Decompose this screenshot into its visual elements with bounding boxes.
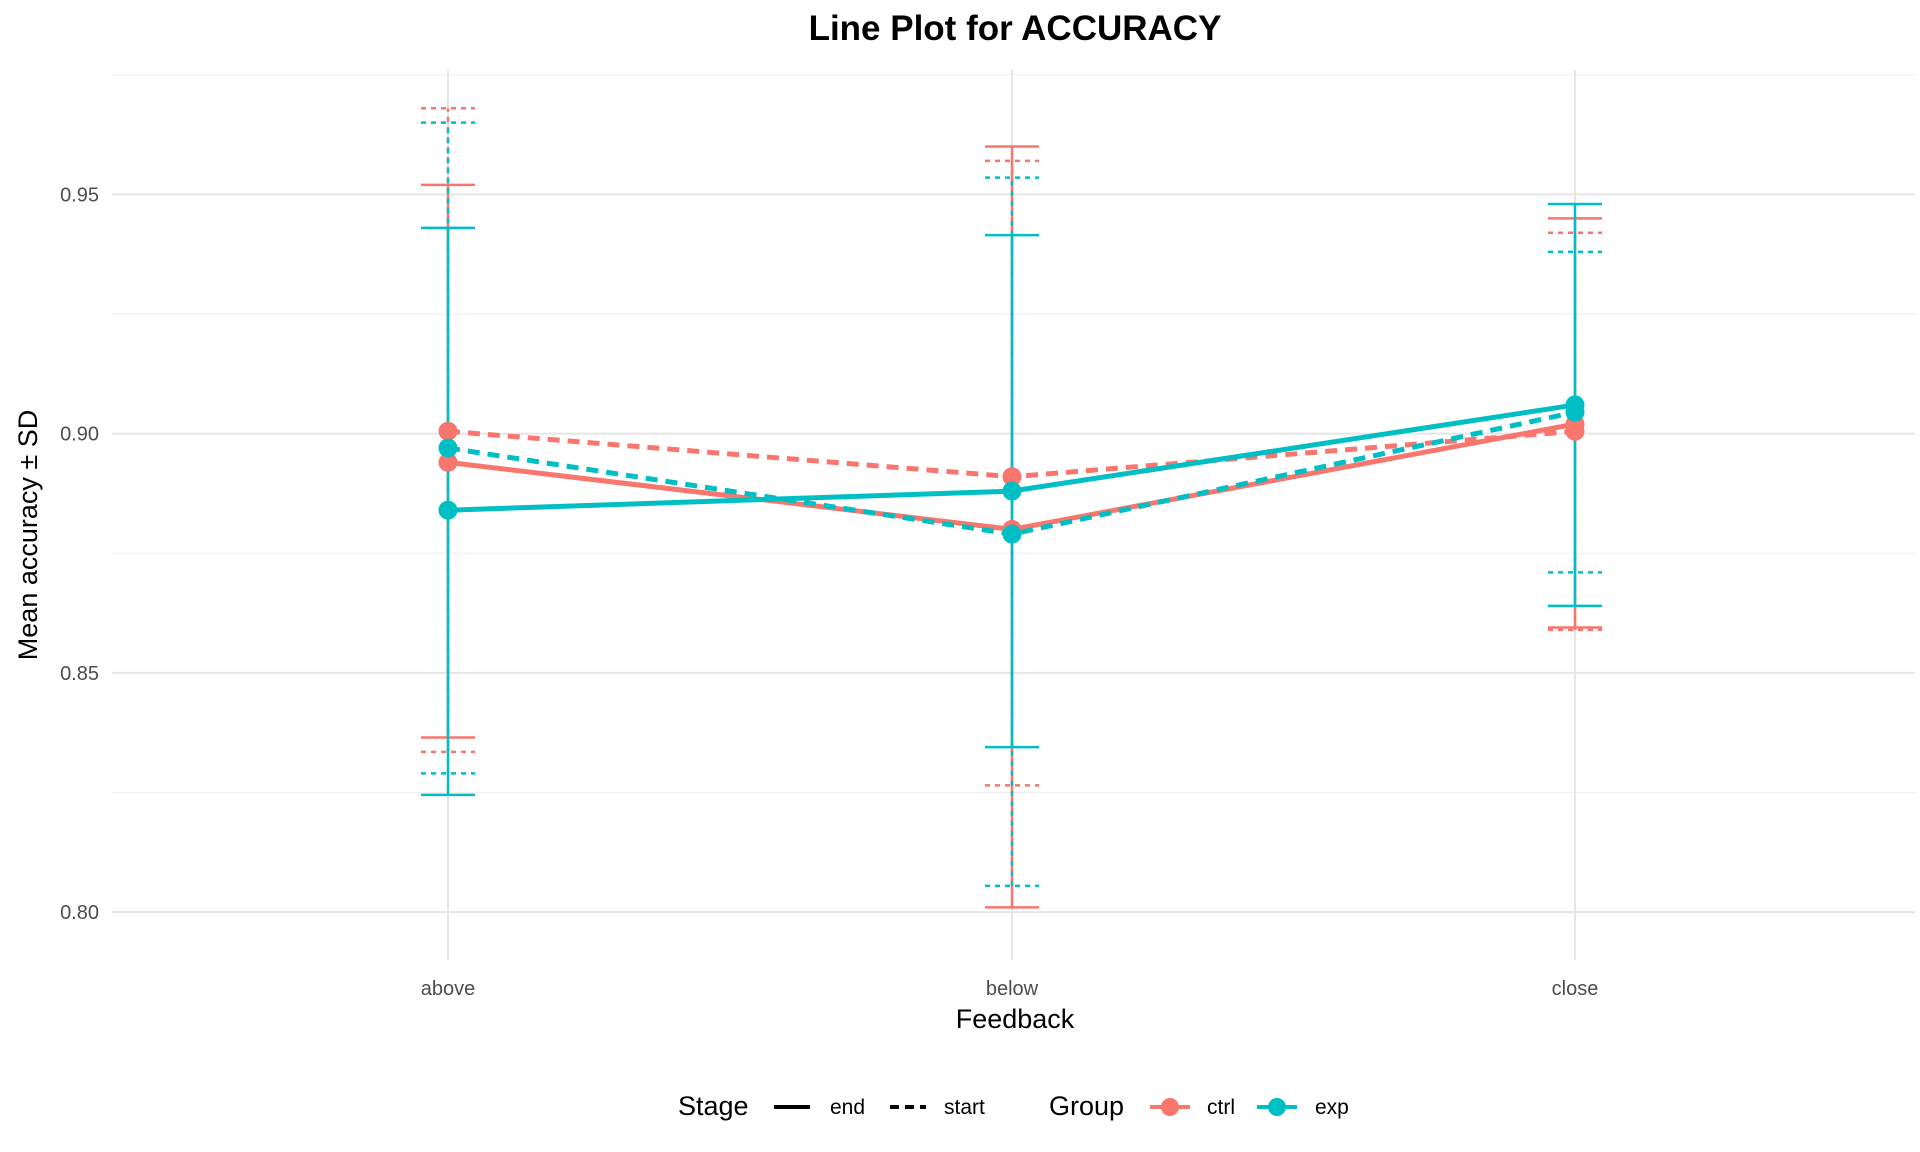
y-tick-label: 0.80 bbox=[60, 902, 99, 924]
legend-stage-title: Stage bbox=[678, 1091, 749, 1121]
data-point bbox=[1002, 467, 1022, 487]
x-tick-label: above bbox=[421, 978, 476, 1000]
legend-exp-label: exp bbox=[1315, 1096, 1349, 1119]
x-axis-label: Feedback bbox=[956, 1004, 1075, 1034]
chart-title: Line Plot for ACCURACY bbox=[809, 9, 1222, 48]
data-point bbox=[438, 438, 458, 458]
data-point bbox=[1002, 481, 1022, 501]
y-tick-label: 0.95 bbox=[60, 184, 99, 206]
data-points bbox=[438, 395, 1585, 544]
grid bbox=[112, 70, 1915, 960]
error-bars bbox=[421, 107, 1602, 909]
legend-end-label: end bbox=[830, 1096, 865, 1119]
data-point bbox=[1565, 421, 1585, 441]
y-tick-label: 0.90 bbox=[60, 424, 99, 446]
data-point bbox=[438, 500, 458, 520]
y-axis-label: Mean accuracy ± SD bbox=[13, 410, 43, 660]
legend-ctrl-label: ctrl bbox=[1207, 1096, 1235, 1119]
data-point bbox=[438, 452, 458, 472]
legend-start-label: start bbox=[944, 1096, 985, 1119]
data-point bbox=[438, 421, 458, 441]
x-tick-label: below bbox=[986, 978, 1039, 1000]
data-point bbox=[1565, 402, 1585, 422]
legend-ctrl-swatch bbox=[1161, 1098, 1179, 1116]
y-tick-label: 0.85 bbox=[60, 663, 99, 685]
x-tick-label: close bbox=[1552, 978, 1599, 1000]
legend-exp-swatch bbox=[1268, 1098, 1286, 1116]
legend-group-title: Group bbox=[1049, 1091, 1124, 1121]
data-point bbox=[1002, 524, 1022, 544]
y-axis-ticks: 0.80 0.85 0.90 0.95 bbox=[60, 184, 99, 924]
legend: Stage end start Group ctrl exp bbox=[678, 1091, 1349, 1121]
x-axis-ticks: above below close bbox=[421, 978, 1599, 1000]
